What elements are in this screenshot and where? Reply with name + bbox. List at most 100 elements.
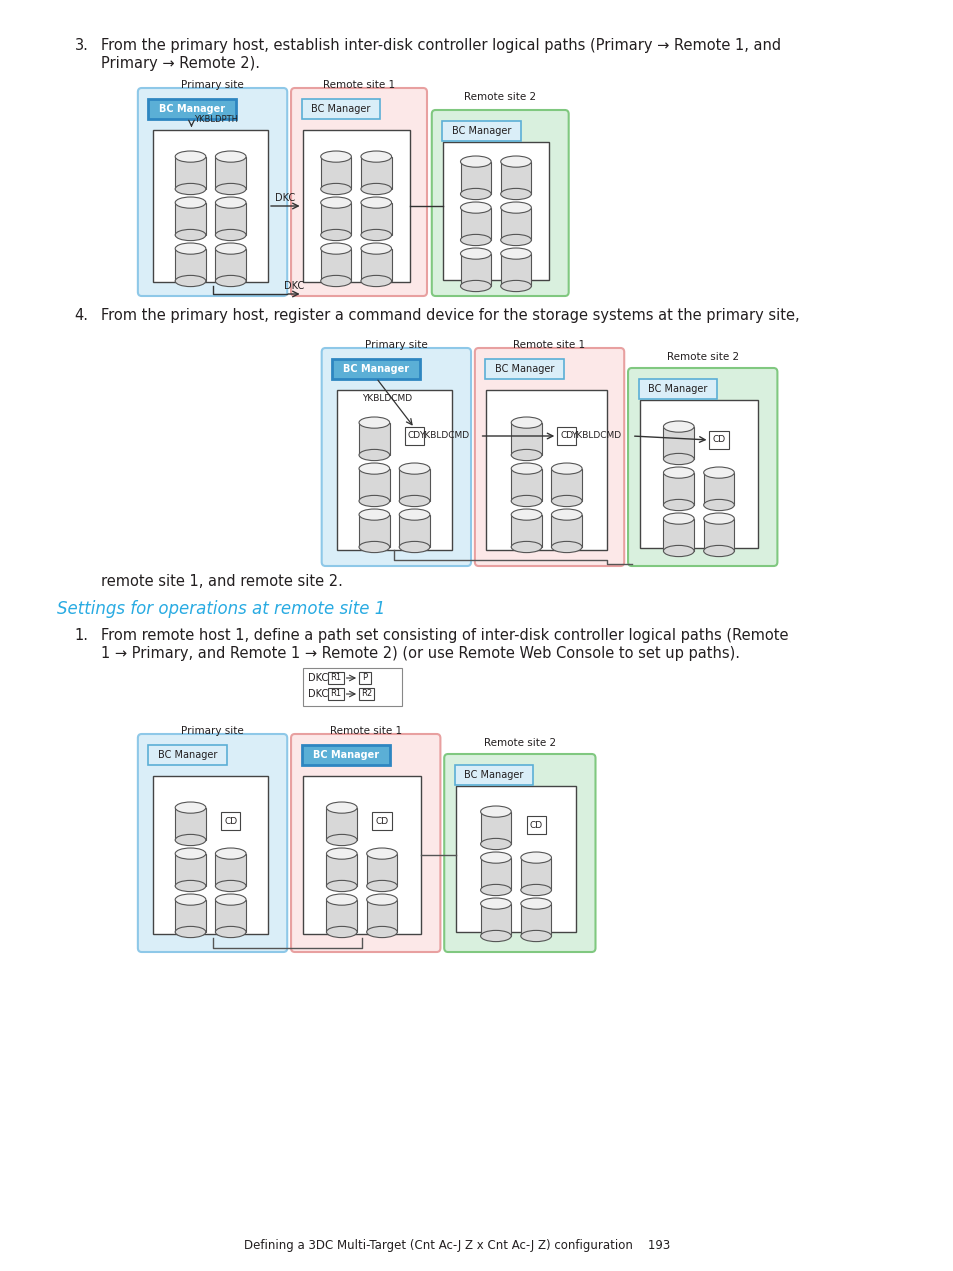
FancyBboxPatch shape [455, 765, 533, 785]
Text: Primary site: Primary site [181, 726, 244, 736]
Polygon shape [398, 515, 430, 547]
Ellipse shape [175, 834, 206, 845]
Ellipse shape [511, 496, 541, 507]
Text: DKC: DKC [308, 674, 328, 683]
Ellipse shape [326, 894, 356, 905]
Polygon shape [175, 854, 206, 886]
Polygon shape [320, 249, 351, 281]
Text: R1: R1 [330, 674, 341, 683]
Ellipse shape [326, 834, 356, 845]
Ellipse shape [398, 463, 430, 474]
Ellipse shape [358, 508, 389, 520]
Polygon shape [175, 249, 206, 281]
Polygon shape [662, 473, 694, 505]
FancyBboxPatch shape [302, 777, 421, 934]
Ellipse shape [175, 927, 206, 938]
Text: DKC: DKC [283, 281, 304, 291]
FancyBboxPatch shape [149, 745, 227, 765]
FancyBboxPatch shape [443, 142, 548, 280]
Ellipse shape [511, 450, 541, 460]
Text: Remote site 1: Remote site 1 [323, 80, 395, 90]
Polygon shape [366, 900, 396, 932]
FancyBboxPatch shape [149, 99, 236, 119]
Text: From the primary host, register a command device for the storage systems at the : From the primary host, register a comman… [100, 308, 799, 323]
Polygon shape [460, 207, 491, 240]
Ellipse shape [175, 229, 206, 240]
Text: CD: CD [408, 431, 420, 441]
Text: From remote host 1, define a path set consisting of inter-disk controller logica: From remote host 1, define a path set co… [100, 628, 787, 643]
Text: YKBLDCMD: YKBLDCMD [419, 431, 469, 441]
Ellipse shape [662, 421, 694, 432]
Text: YKBLDPTH: YKBLDPTH [194, 114, 238, 125]
Text: 1 → Primary, and Remote 1 → Remote 2) (or use Remote Web Console to set up paths: 1 → Primary, and Remote 1 → Remote 2) (o… [100, 646, 739, 661]
Text: BC Manager: BC Manager [464, 770, 523, 780]
FancyBboxPatch shape [291, 88, 427, 296]
Polygon shape [480, 858, 511, 890]
Ellipse shape [662, 466, 694, 478]
Ellipse shape [703, 500, 734, 511]
Ellipse shape [215, 848, 246, 859]
FancyBboxPatch shape [485, 358, 563, 379]
FancyBboxPatch shape [153, 130, 268, 282]
Ellipse shape [326, 802, 356, 813]
Ellipse shape [366, 894, 396, 905]
Text: Remote site 2: Remote site 2 [464, 92, 536, 102]
Text: YKBLDCMD: YKBLDCMD [362, 394, 413, 403]
Text: Defining a 3DC Multi-Target (Cnt Ac-J Z x Cnt Ac-J Z) configuration    193: Defining a 3DC Multi-Target (Cnt Ac-J Z … [243, 1239, 669, 1252]
Polygon shape [398, 469, 430, 501]
Ellipse shape [480, 885, 511, 896]
Ellipse shape [500, 248, 531, 259]
Ellipse shape [358, 496, 389, 507]
Ellipse shape [460, 234, 491, 245]
Polygon shape [358, 515, 389, 547]
Polygon shape [511, 422, 541, 455]
Ellipse shape [215, 243, 246, 254]
Text: BC Manager: BC Manager [313, 750, 378, 760]
Text: Settings for operations at remote site 1: Settings for operations at remote site 1 [57, 600, 385, 618]
Ellipse shape [320, 229, 351, 240]
Ellipse shape [551, 496, 581, 507]
Text: BC Manager: BC Manager [647, 384, 707, 394]
Ellipse shape [366, 927, 396, 938]
Ellipse shape [551, 508, 581, 520]
Text: BC Manager: BC Manager [159, 104, 225, 114]
Polygon shape [175, 900, 206, 932]
Polygon shape [703, 473, 734, 505]
Ellipse shape [175, 151, 206, 163]
Ellipse shape [662, 500, 694, 511]
Ellipse shape [215, 197, 246, 208]
FancyBboxPatch shape [358, 688, 374, 700]
FancyBboxPatch shape [301, 745, 389, 765]
FancyBboxPatch shape [486, 390, 606, 550]
Ellipse shape [480, 930, 511, 942]
Polygon shape [480, 812, 511, 844]
Polygon shape [360, 156, 391, 189]
Ellipse shape [358, 417, 389, 428]
Text: BC Manager: BC Manager [311, 104, 370, 114]
FancyBboxPatch shape [328, 688, 343, 700]
Text: CD: CD [559, 431, 573, 441]
Text: Remote site 2: Remote site 2 [666, 352, 738, 362]
FancyBboxPatch shape [291, 733, 440, 952]
Polygon shape [175, 807, 206, 840]
Ellipse shape [215, 183, 246, 194]
Ellipse shape [215, 229, 246, 240]
Ellipse shape [326, 927, 356, 938]
Polygon shape [320, 156, 351, 189]
Text: R2: R2 [361, 689, 372, 699]
Ellipse shape [320, 276, 351, 286]
Ellipse shape [358, 541, 389, 553]
Text: DKC: DKC [308, 689, 328, 699]
Text: Remote site 1: Remote site 1 [513, 341, 585, 350]
Ellipse shape [551, 541, 581, 553]
Ellipse shape [520, 885, 551, 896]
Ellipse shape [500, 202, 531, 214]
Polygon shape [511, 469, 541, 501]
Text: Primary → Remote 2).: Primary → Remote 2). [100, 56, 259, 71]
FancyBboxPatch shape [321, 348, 471, 566]
FancyBboxPatch shape [405, 427, 424, 445]
Ellipse shape [500, 188, 531, 200]
Text: R1: R1 [330, 689, 341, 699]
Polygon shape [326, 807, 356, 840]
Ellipse shape [703, 466, 734, 478]
